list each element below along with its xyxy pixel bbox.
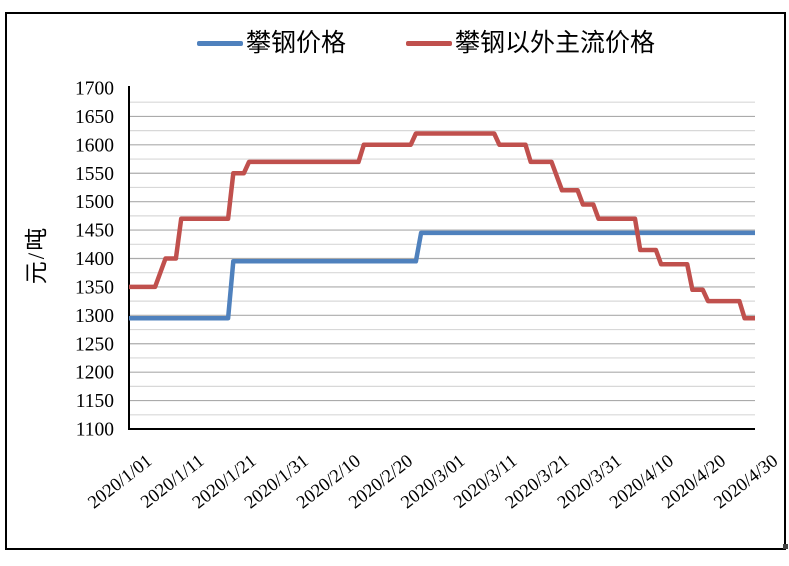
legend-label-pangang: 攀钢价格: [246, 30, 347, 57]
series-line-pangang: [129, 230, 755, 321]
legend-line-marker-red: [406, 41, 453, 47]
legend-item-pangang: 攀钢价格: [197, 30, 346, 58]
legend-label-non-pangang: 攀钢以外主流价格: [455, 30, 656, 57]
y-tick-label: 1150: [76, 391, 114, 412]
y-tick-label: 1350: [75, 277, 114, 298]
y-tick-label: 1300: [75, 306, 114, 327]
resize-handle-mark: [783, 544, 788, 549]
legend-item-non-pangang: 攀钢以外主流价格: [406, 30, 655, 58]
y-tick-label: 1450: [75, 221, 114, 242]
y-tick-label: 1600: [75, 135, 114, 156]
y-tick-label: 1550: [75, 164, 114, 185]
y-tick-label: 1650: [75, 107, 114, 128]
y-tick-label: 1400: [75, 249, 114, 270]
series-line-non-pangang: [129, 131, 755, 321]
y-tick-label: 1250: [75, 334, 114, 355]
legend-line-marker-blue: [197, 41, 243, 47]
y-tick-label: 1700: [75, 79, 114, 100]
y-tick-label: 1100: [76, 420, 114, 441]
chart-legend: 攀钢价格 攀钢以外主流价格: [197, 30, 655, 58]
y-tick-label: 1500: [75, 192, 114, 213]
y-tick-label: 1200: [75, 363, 114, 384]
